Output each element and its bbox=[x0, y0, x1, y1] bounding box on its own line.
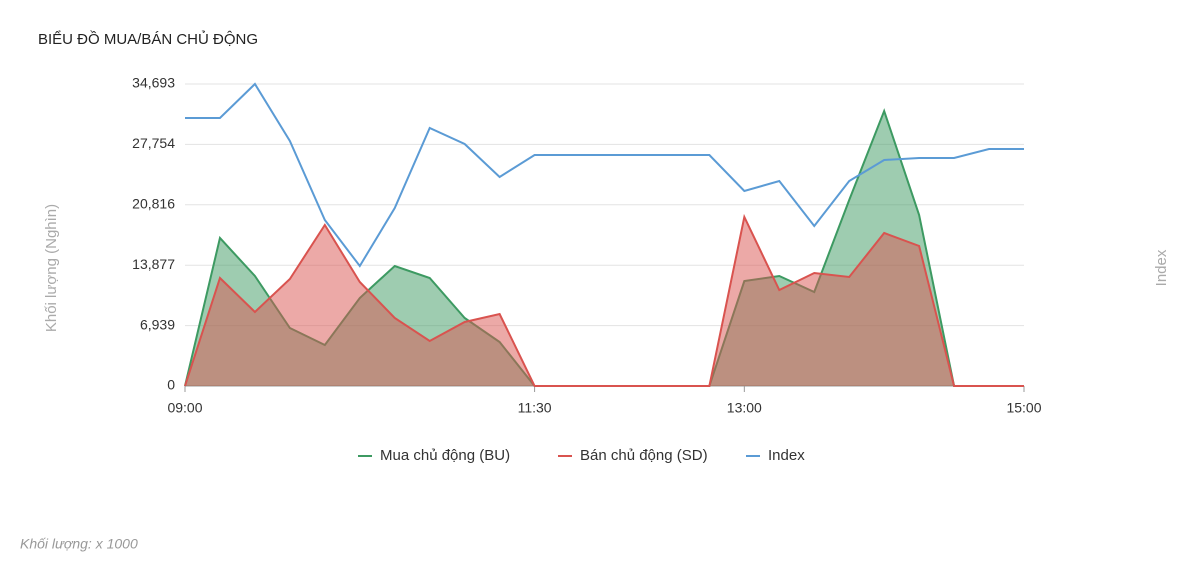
x-tick-label: 09:00 bbox=[167, 400, 202, 416]
x-tick-label: 13:00 bbox=[727, 400, 762, 416]
y-tick-label: 20,816 bbox=[132, 196, 175, 212]
legend-label: Bán chủ động (SD) bbox=[580, 447, 708, 464]
y-tick-label: 27,754 bbox=[132, 135, 175, 151]
y-tick-label: 0 bbox=[167, 377, 175, 393]
footnote: Khối lượng: x 1000 bbox=[20, 536, 138, 552]
y-tick-label: 6,939 bbox=[140, 316, 175, 332]
index-line bbox=[185, 82, 1024, 268]
area-line bbox=[184, 213, 1024, 387]
area-fill bbox=[185, 216, 1024, 386]
x-tick-label: 15:00 bbox=[1006, 400, 1041, 416]
y-tick-label: 34,693 bbox=[132, 75, 175, 91]
y-tick-label: 13,877 bbox=[132, 256, 175, 272]
chart-title: BIỂU ĐỒ MUA/BÁN CHỦ ĐỘNG bbox=[38, 30, 258, 48]
legend-label: Index bbox=[768, 447, 805, 464]
y2-axis-title: Index bbox=[1153, 249, 1170, 286]
y-axis-title: Khối lượng (Nghìn) bbox=[43, 204, 60, 332]
x-tick-label: 11:30 bbox=[518, 400, 552, 416]
legend-label: Mua chủ động (BU) bbox=[380, 447, 510, 464]
